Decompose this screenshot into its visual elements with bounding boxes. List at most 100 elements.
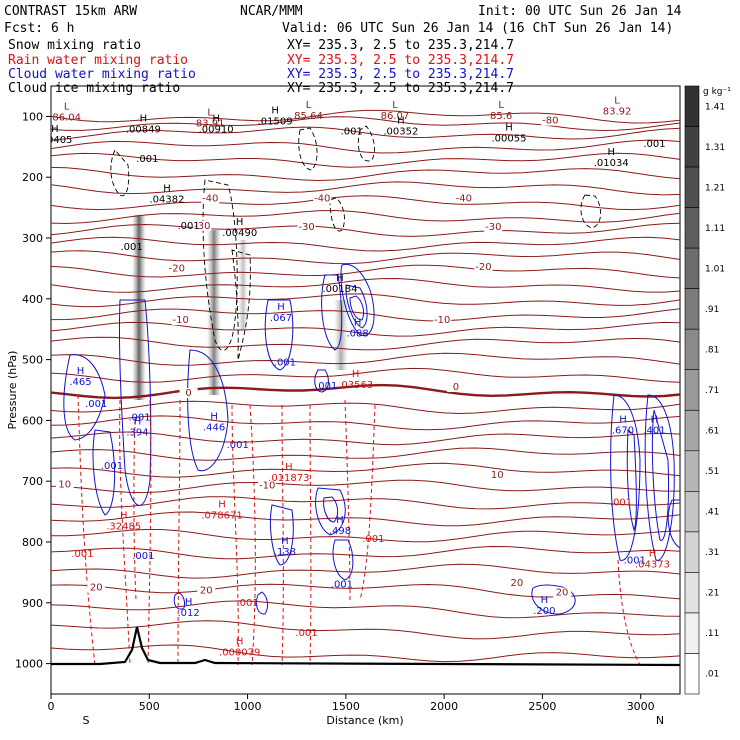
label-backdrop [553, 587, 572, 598]
label-backdrop [167, 263, 186, 274]
extremum-value: .401 [643, 426, 665, 437]
extremum-value: .067 [270, 313, 292, 324]
colorbar-swatch [684, 288, 700, 330]
rain-contour [77, 394, 96, 666]
colorbar-swatch [684, 612, 700, 654]
y-tick-label: 900 [22, 597, 43, 610]
temperature-label: 20 [510, 578, 523, 589]
extremum-value: .04373 [635, 559, 670, 570]
rain-contour [231, 404, 239, 666]
extremum-marker: H [619, 415, 627, 426]
isotherm-line [51, 496, 680, 510]
label-backdrop [507, 577, 526, 588]
contour-value-label: .001 [624, 555, 646, 566]
y-axis-label: Pressure (hPa) [6, 351, 19, 430]
temperature-label: -30 [298, 222, 314, 233]
colorbar-swatch [684, 207, 700, 249]
cloud-water-contour [644, 394, 675, 561]
cloud-water-contour [92, 429, 116, 516]
y-tick-label: 1000 [15, 658, 43, 671]
ice-contour [580, 194, 602, 229]
label-backdrop [313, 193, 332, 204]
y-axis: 100 200 300 400 500 600 700 800 900 1000 [15, 110, 51, 671]
field-cloudwater-name: Cloud water mixing ratio [8, 67, 196, 82]
extremum-marker: H [77, 366, 85, 377]
extremum-marker: H [134, 416, 142, 427]
extremum-marker: H [336, 273, 344, 284]
colorbar-swatch [684, 126, 700, 168]
isotherm-line [51, 447, 680, 461]
extremum-value: .088 [347, 328, 369, 339]
extremum-value: .012 [177, 608, 199, 619]
extremum-marker: H [163, 184, 171, 195]
extremum-value: .446 [203, 423, 225, 434]
cloud-water-contour [314, 369, 329, 393]
contour-value-label: .001 [227, 440, 249, 451]
field-cloudwater-xy: XY= 235.3, 2.5 to 235.3,214.7 [287, 67, 514, 82]
north-end-label: N [656, 714, 664, 727]
extremum-marker: H [336, 515, 344, 526]
valid-time: Valid: 06 UTC Sun 26 Jan 14 (16 ChT Sun … [282, 21, 673, 36]
rain-water-contours [77, 394, 641, 666]
extremum-value: 85.6 [490, 111, 512, 122]
colorbar-swatch [684, 328, 700, 371]
isotherm-line [51, 109, 680, 124]
contour-value-label: .001 [101, 461, 123, 472]
plot-frame [50, 85, 681, 695]
extremum-value: .078671 [201, 511, 242, 522]
extremum-value: .138 [274, 547, 296, 558]
cloud-water-contours [63, 263, 680, 615]
extremum-value: .00490 [222, 228, 257, 239]
colorbar-level-label: 1.11 [705, 224, 725, 234]
label-backdrop [484, 222, 503, 233]
extremum-value: .394 [126, 427, 148, 438]
colorbar-swatch [684, 166, 700, 208]
extremum-marker: H [271, 106, 279, 117]
ice-contour [231, 249, 251, 361]
isotherm-line [51, 545, 680, 560]
x-tick-label: 1000 [234, 700, 262, 713]
isotherm-line [51, 600, 680, 619]
label-backdrop [258, 480, 277, 491]
temperature-label: -30 [194, 221, 210, 232]
temperature-label: -20 [169, 263, 185, 274]
field-rain-xy: XY= 235.3, 2.5 to 235.3,214.7 [287, 53, 514, 68]
label-backdrop [171, 315, 190, 326]
cloud-water-contour [626, 428, 637, 532]
snow-shading-column [132, 215, 146, 400]
colorbar-level-label: 1.31 [705, 143, 725, 153]
isotherm-line [51, 620, 680, 640]
temperature-label: 0 [185, 388, 191, 399]
extremum-value: .670 [612, 426, 634, 437]
field-snow-name: Snow mixing ratio [8, 38, 141, 53]
extremum-marker: H [236, 217, 244, 228]
extremum-value: .03563 [338, 380, 373, 391]
isotherm-line [51, 336, 680, 351]
isotherm-line [51, 126, 680, 141]
colorbar-swatch [684, 653, 700, 695]
temperature-label: 20 [200, 586, 213, 597]
extremum-marker: H [651, 415, 659, 426]
cloud-water-contour [332, 539, 354, 581]
contour-value-label: .001 [136, 154, 158, 165]
temperature-label: -80 [542, 116, 558, 127]
temperature-label: 10 [491, 470, 504, 481]
field-rain-name: Rain water mixing ratio [8, 53, 188, 68]
temperature-label: -20 [475, 262, 491, 273]
cloud-water-contour [315, 487, 346, 536]
extremum-marker: H [51, 124, 59, 135]
extremum-value: .01034 [594, 158, 629, 169]
isotherm-line [51, 511, 680, 527]
label-backdrop [55, 479, 74, 490]
extremum-value: .00849 [126, 125, 161, 136]
temperature-label: -10 [173, 315, 189, 326]
x-tick-label: 3000 [627, 700, 655, 713]
ice-contour [329, 197, 345, 232]
contour-value-label: .001 [274, 358, 296, 369]
extremum-value: 86.04 [52, 112, 81, 123]
x-tick-label: 500 [139, 700, 160, 713]
cloud-water-contour [255, 591, 269, 615]
contour-value-label: .001 [85, 399, 107, 410]
